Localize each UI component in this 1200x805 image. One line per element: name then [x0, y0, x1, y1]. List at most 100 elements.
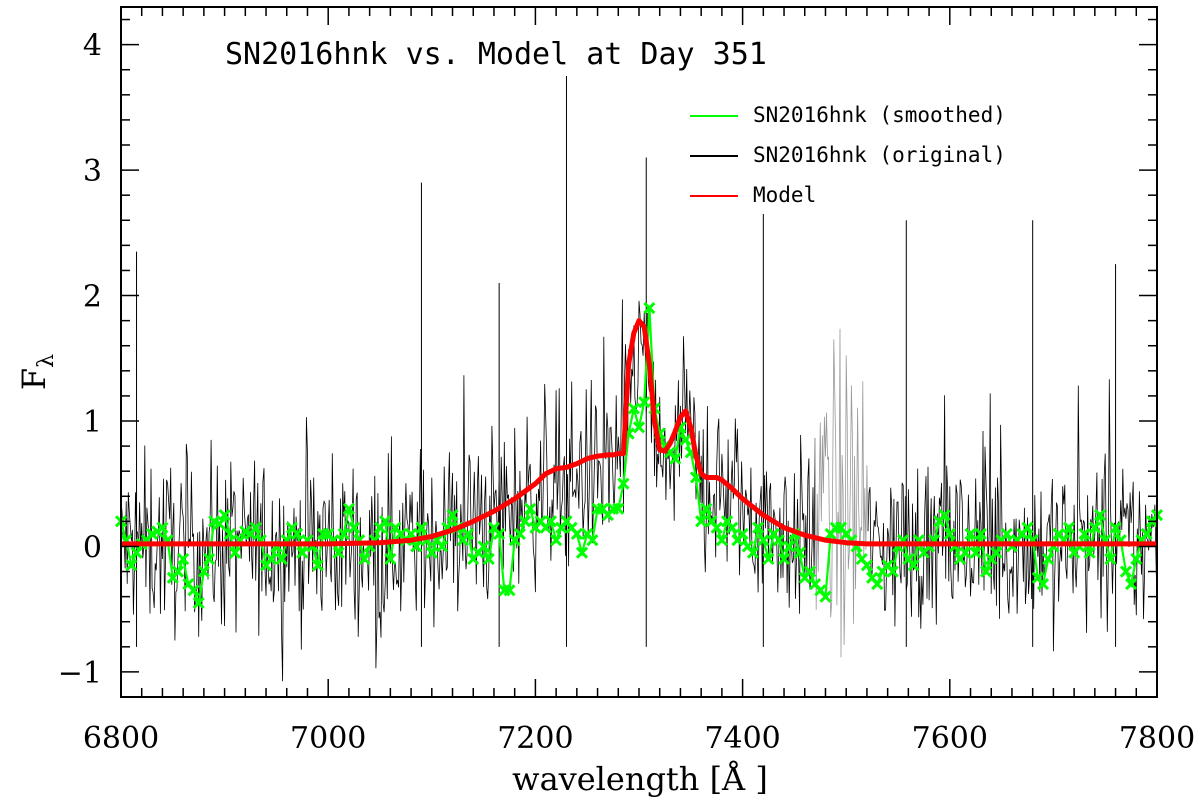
smoothed-point: [907, 559, 920, 572]
smoothed-point: [777, 552, 791, 566]
smoothed-marker-stroke: [446, 509, 459, 522]
smoothed-marker-stroke: [291, 527, 304, 540]
smoothed-point: [586, 534, 599, 547]
smoothed-point: [943, 527, 956, 540]
y-tick-label: 1: [83, 405, 102, 440]
smoothed-marker-stroke: [348, 521, 361, 534]
smoothed-point: [177, 552, 190, 566]
smoothed-point: [332, 546, 345, 559]
smoothed-marker-stroke: [1021, 521, 1034, 534]
smoothed-marker-stroke: [700, 502, 713, 515]
legend: SN2016hnk (smoothed) SN2016hnk (original…: [690, 103, 1006, 207]
smoothed-point: [669, 452, 682, 465]
smoothed-marker-stroke: [1088, 521, 1101, 534]
smoothed-marker-stroke: [223, 527, 236, 540]
smoothed-marker-stroke: [632, 421, 646, 434]
smoothed-marker-stroke: [860, 559, 873, 572]
smoothed-point: [125, 559, 138, 572]
smoothed-marker-stroke: [177, 552, 190, 566]
smoothed-marker-stroke: [866, 571, 879, 584]
smoothed-marker-stroke: [783, 540, 796, 553]
smoothed-marker-stroke: [544, 515, 558, 528]
smoothed-point: [1062, 521, 1076, 534]
smoothed-marker-stroke: [793, 546, 806, 559]
smoothed-marker-stroke: [814, 584, 827, 597]
smoothed-marker-stroke: [415, 521, 428, 534]
smoothed-point: [1021, 521, 1034, 534]
smoothed-marker-stroke: [1125, 578, 1138, 591]
smoothed-marker-stroke: [886, 565, 899, 578]
smoothed-point: [1109, 521, 1122, 534]
y-axis-label-subscript: λ: [34, 354, 59, 368]
smoothed-point: [964, 527, 977, 540]
smoothed-point: [296, 546, 309, 559]
smoothed-marker-stroke: [726, 521, 739, 534]
smoothed-marker-stroke: [213, 517, 226, 530]
smoothed-marker-stroke: [202, 552, 216, 566]
smoothed-marker-stroke: [1140, 527, 1153, 540]
smoothed-marker-stroke: [197, 565, 210, 578]
smoothed-point: [348, 521, 361, 534]
smoothed-point: [1088, 521, 1101, 534]
smoothed-marker-stroke: [337, 527, 350, 540]
smoothed-marker-stroke: [627, 402, 640, 415]
original-spectrum-line-red: [867, 379, 1157, 652]
smoothed-marker-stroke: [534, 515, 547, 528]
smoothed-point: [627, 402, 640, 415]
smoothed-marker-stroke: [902, 552, 915, 566]
smoothed-point: [746, 546, 760, 559]
smoothed-marker-stroke: [705, 515, 718, 528]
smoothed-point: [482, 552, 495, 566]
smoothed-point: [860, 559, 873, 572]
smoothed-marker-stroke: [669, 452, 682, 465]
smoothed-marker-stroke: [1130, 552, 1143, 566]
smoothed-marker-stroke: [1031, 571, 1044, 584]
smoothed-marker-stroke: [296, 546, 309, 559]
smoothed-marker-stroke: [617, 477, 630, 490]
smoothed-marker-stroke: [436, 540, 449, 553]
smoothed-point: [550, 534, 563, 547]
smoothed-marker-stroke: [477, 540, 490, 553]
smoothed-marker-stroke: [228, 546, 242, 559]
smoothed-marker-stroke: [125, 559, 138, 572]
smoothed-point: [503, 584, 516, 597]
smoothed-marker-stroke: [809, 578, 822, 591]
smoothed-marker-stroke: [430, 534, 444, 547]
smoothed-marker-stroke: [218, 509, 231, 522]
smoothed-point: [938, 509, 951, 522]
smoothed-marker-stroke: [560, 515, 573, 528]
x-axis-label: wavelength [Å ]: [512, 760, 768, 798]
smoothed-marker-stroke: [265, 552, 278, 566]
smoothed-point: [819, 590, 832, 603]
smoothed-marker-stroke: [182, 578, 195, 591]
smoothed-marker-stroke: [410, 540, 423, 553]
smoothed-point: [513, 527, 526, 540]
smoothed-marker-stroke: [384, 552, 397, 566]
smoothed-marker-stroke: [285, 521, 299, 534]
smoothed-marker-stroke: [840, 527, 853, 540]
smoothed-marker-stroke: [524, 502, 537, 515]
smoothed-point: [638, 396, 651, 409]
smoothed-marker-stroke: [130, 546, 143, 559]
smoothed-point: [959, 546, 972, 559]
smoothed-marker-stroke: [710, 521, 723, 534]
smoothed-marker-stroke: [1042, 552, 1055, 566]
smoothed-marker-stroke: [695, 515, 708, 528]
smoothed-point: [979, 565, 993, 578]
smoothed-point: [617, 477, 630, 490]
smoothed-point: [384, 552, 397, 566]
smoothed-point: [1119, 565, 1132, 578]
smoothed-marker-stroke: [461, 527, 475, 540]
smoothed-marker-stroke: [979, 565, 993, 578]
smoothed-marker-stroke: [425, 546, 438, 559]
smoothed-marker-stroke: [487, 521, 501, 534]
smoothed-point: [752, 521, 765, 534]
x-tick-label: 7800: [1119, 721, 1195, 756]
smoothed-point: [218, 509, 231, 522]
smoothed-point: [783, 540, 796, 553]
chart-title: SN2016hnk vs. Model at Day 351: [225, 37, 767, 72]
smoothed-point: [275, 552, 288, 566]
smoothed-marker-stroke: [871, 578, 884, 591]
smoothed-marker-stroke: [943, 527, 956, 540]
